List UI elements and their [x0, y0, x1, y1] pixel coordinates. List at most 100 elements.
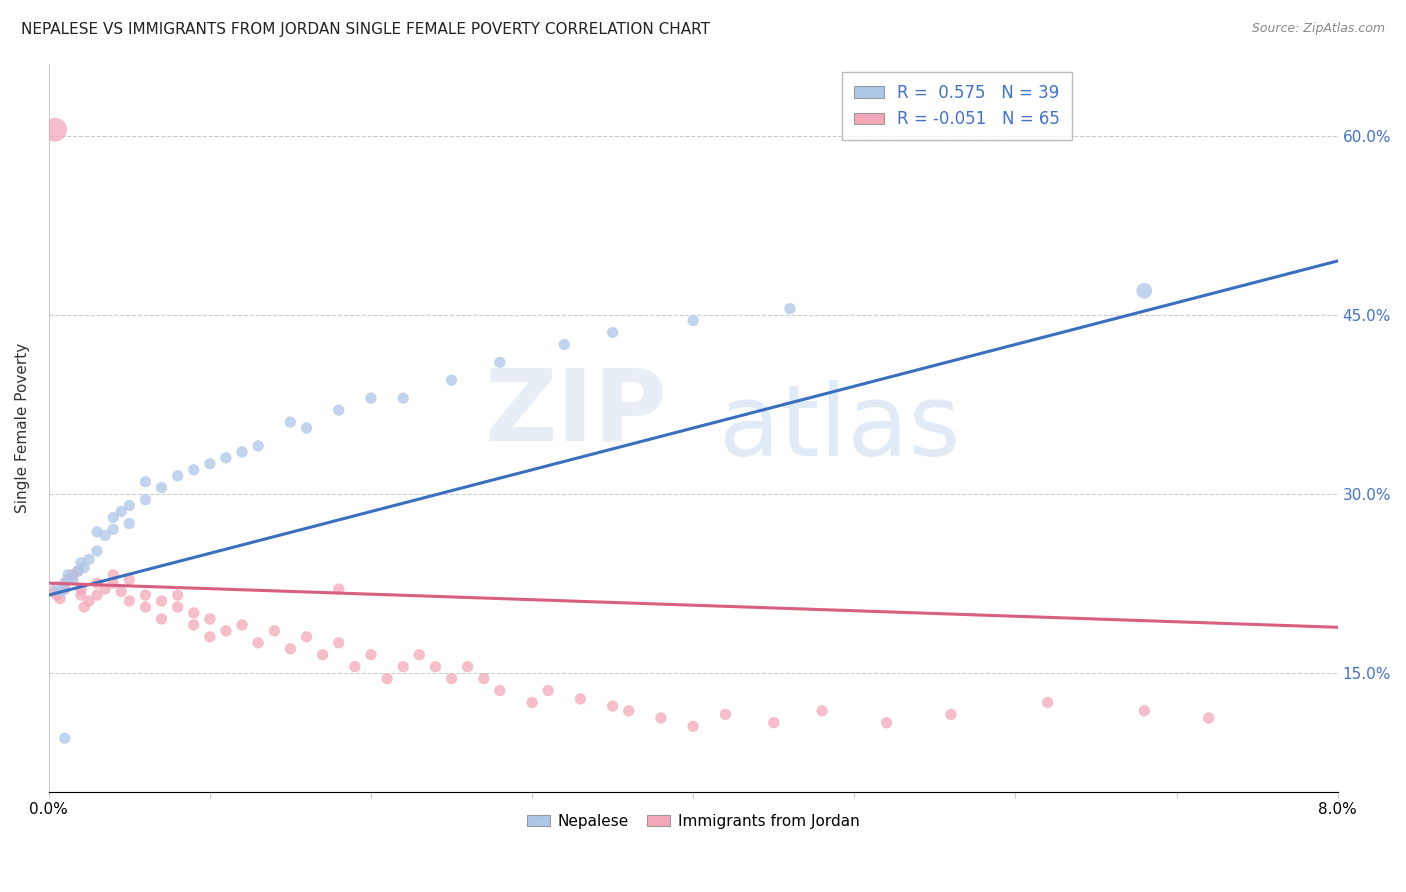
Point [49, 591, 72, 606]
Point [569, 692, 592, 706]
Point [110, 504, 132, 518]
Point [53, 582, 76, 596]
Point [86, 576, 108, 591]
Point [150, 481, 173, 495]
Point [56, 573, 79, 587]
Point [343, 659, 366, 673]
Point [682, 313, 704, 327]
Point [280, 415, 302, 429]
Point [939, 707, 962, 722]
Point [311, 648, 333, 662]
Point [73, 560, 96, 574]
Point [1198, 711, 1220, 725]
Point [198, 612, 221, 626]
Point [1133, 704, 1156, 718]
Point [94, 528, 117, 542]
Point [183, 618, 205, 632]
Point [457, 659, 479, 673]
Point [134, 588, 156, 602]
Point [51, 584, 73, 599]
Point [602, 326, 624, 340]
Point [553, 337, 575, 351]
Point [714, 707, 737, 722]
Point [328, 636, 350, 650]
Point [103, 510, 125, 524]
Point [110, 584, 132, 599]
Point [103, 576, 125, 591]
Point [118, 499, 141, 513]
Point [62, 567, 84, 582]
Point [375, 672, 398, 686]
Point [392, 391, 415, 405]
Point [77, 594, 100, 608]
Point [231, 445, 253, 459]
Point [66, 564, 89, 578]
Point [86, 588, 108, 602]
Point [247, 439, 270, 453]
Point [198, 630, 221, 644]
Point [183, 463, 205, 477]
Point [53, 576, 76, 591]
Y-axis label: Single Female Poverty: Single Female Poverty [15, 343, 30, 513]
Point [231, 618, 253, 632]
Point [440, 672, 463, 686]
Point [537, 683, 560, 698]
Point [166, 468, 188, 483]
Text: NEPALESE VS IMMIGRANTS FROM JORDAN SINGLE FEMALE POVERTY CORRELATION CHART: NEPALESE VS IMMIGRANTS FROM JORDAN SINGL… [21, 22, 710, 37]
Point [103, 567, 125, 582]
Point [70, 556, 93, 570]
Point [134, 599, 156, 614]
Point [53, 731, 76, 746]
Point [86, 544, 108, 558]
Point [118, 594, 141, 608]
Point [86, 524, 108, 539]
Point [408, 648, 430, 662]
Point [118, 573, 141, 587]
Text: atlas: atlas [718, 379, 960, 476]
Point [602, 699, 624, 714]
Point [682, 719, 704, 733]
Legend: Nepalese, Immigrants from Jordan: Nepalese, Immigrants from Jordan [520, 808, 866, 835]
Point [779, 301, 801, 316]
Point [392, 659, 415, 673]
Point [472, 672, 495, 686]
Point [94, 582, 117, 596]
Point [280, 641, 302, 656]
Point [198, 457, 221, 471]
Point [183, 606, 205, 620]
Text: Source: ZipAtlas.com: Source: ZipAtlas.com [1251, 22, 1385, 36]
Point [360, 648, 382, 662]
Point [1036, 696, 1059, 710]
Point [425, 659, 447, 673]
Point [73, 599, 96, 614]
Point [876, 715, 898, 730]
Point [166, 588, 188, 602]
Point [440, 373, 463, 387]
Point [66, 564, 89, 578]
Text: ZIP: ZIP [485, 365, 668, 462]
Point [360, 391, 382, 405]
Point [295, 421, 318, 435]
Point [150, 612, 173, 626]
Point [328, 582, 350, 596]
Point [56, 567, 79, 582]
Point [295, 630, 318, 644]
Point [215, 624, 238, 638]
Point [62, 573, 84, 587]
Point [247, 636, 270, 650]
Point [103, 523, 125, 537]
Point [134, 475, 156, 489]
Point [489, 355, 512, 369]
Point [42, 584, 65, 599]
Point [150, 594, 173, 608]
Point [489, 683, 512, 698]
Point [263, 624, 285, 638]
Point [617, 704, 640, 718]
Point [134, 492, 156, 507]
Point [44, 122, 66, 136]
Point [1133, 284, 1156, 298]
Point [45, 588, 67, 602]
Point [520, 696, 543, 710]
Point [328, 403, 350, 417]
Point [70, 588, 93, 602]
